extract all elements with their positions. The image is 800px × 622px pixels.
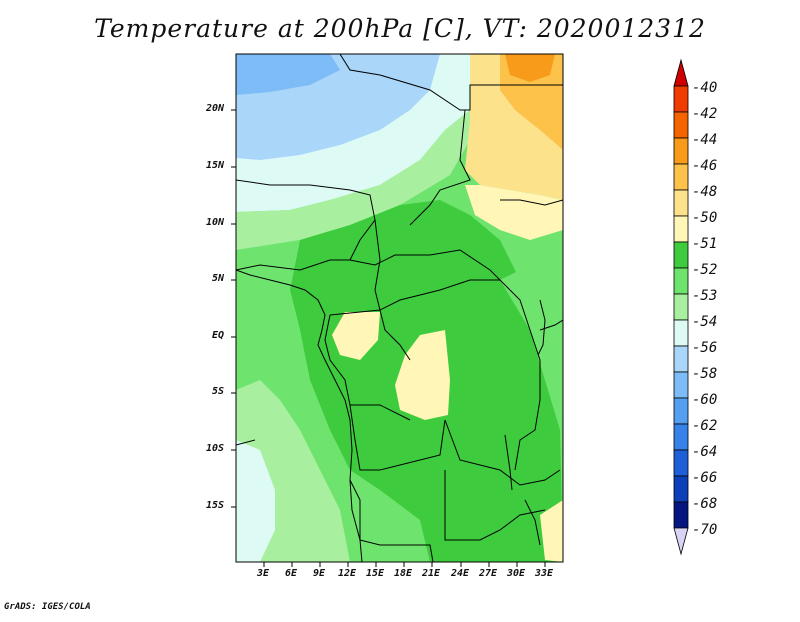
legend-swatch [673,215,689,243]
lon-label: 12E [338,568,357,579]
legend-swatch [673,423,689,451]
lat-label: 5S [212,386,225,397]
country-borders [236,54,563,562]
lon-label: 3E [257,568,270,579]
lon-ticks [263,562,546,567]
lat-label: 15S [206,500,225,511]
legend-label: -64 [692,444,718,460]
color-legend [673,58,689,556]
legend-label: -58 [692,366,718,382]
lon-label: 24E [451,568,470,579]
temperature-field [236,54,563,562]
legend-label: -44 [692,132,718,148]
lat-label: 10S [206,443,225,454]
legend-label: -52 [692,262,718,278]
legend-label: -66 [692,470,718,486]
legend-label: -70 [692,522,718,538]
credit-text: GrADS: IGES/COLA [4,602,91,612]
map-title: Temperature at 200hPa [C], VT: 202001231… [94,14,706,43]
lon-label: 9E [313,568,326,579]
great-lakes [504,299,546,546]
lon-label: 33E [535,568,554,579]
band-light-green [236,110,470,250]
pale-pocket-southeast [540,500,563,562]
legend-label: -50 [692,210,718,226]
legend-label: -42 [692,106,718,122]
coastline [236,269,363,562]
legend-swatch [673,293,689,321]
legend-swatch [673,475,689,503]
cold-region-blue [236,54,340,95]
lat-label: 5N [212,273,225,284]
lon-label: 15E [366,568,385,579]
lon-label: 6E [285,568,298,579]
legend-label: -48 [692,184,718,200]
legend-swatch [673,345,689,373]
lat-label: 20N [206,103,225,114]
legend-swatch [673,267,689,295]
lat-label: EQ [212,330,225,341]
legend-label: -40 [692,80,718,96]
lat-label: 10N [206,217,225,228]
southwest-pale [236,440,275,562]
legend-label: -54 [692,314,718,330]
legend-label: -51 [692,236,718,252]
lon-label: 30E [507,568,526,579]
legend-swatch [673,397,689,425]
legend-swatch [673,501,689,529]
pale-pocket-west [332,312,380,360]
warm-region-dark-orange [505,54,555,82]
legend-label: -60 [692,392,718,408]
lon-label: 27E [479,568,498,579]
legend-label: -53 [692,288,718,304]
warm-region-pale [465,185,563,240]
legend-swatch [673,449,689,477]
legend-swatch [673,527,689,556]
legend-swatch [673,137,689,165]
legend-swatch [673,371,689,399]
legend-label: -56 [692,340,718,356]
lon-label: 18E [394,568,413,579]
west-green [236,240,300,390]
lon-label: 21E [422,568,441,579]
pale-pocket-central [395,330,450,420]
lat-ticks [231,109,236,508]
legend-label: -46 [692,158,718,174]
legend-label: -68 [692,496,718,512]
map-frame [235,53,564,563]
legend-swatch [673,111,689,139]
lat-label: 15N [206,160,225,171]
legend-swatch [673,189,689,217]
legend-swatch [673,319,689,347]
legend-label: -62 [692,418,718,434]
legend-swatch [673,58,689,87]
legend-swatch [673,85,689,113]
legend-swatch [673,241,689,269]
warm-region-orange [500,54,563,150]
legend-swatch [673,163,689,191]
